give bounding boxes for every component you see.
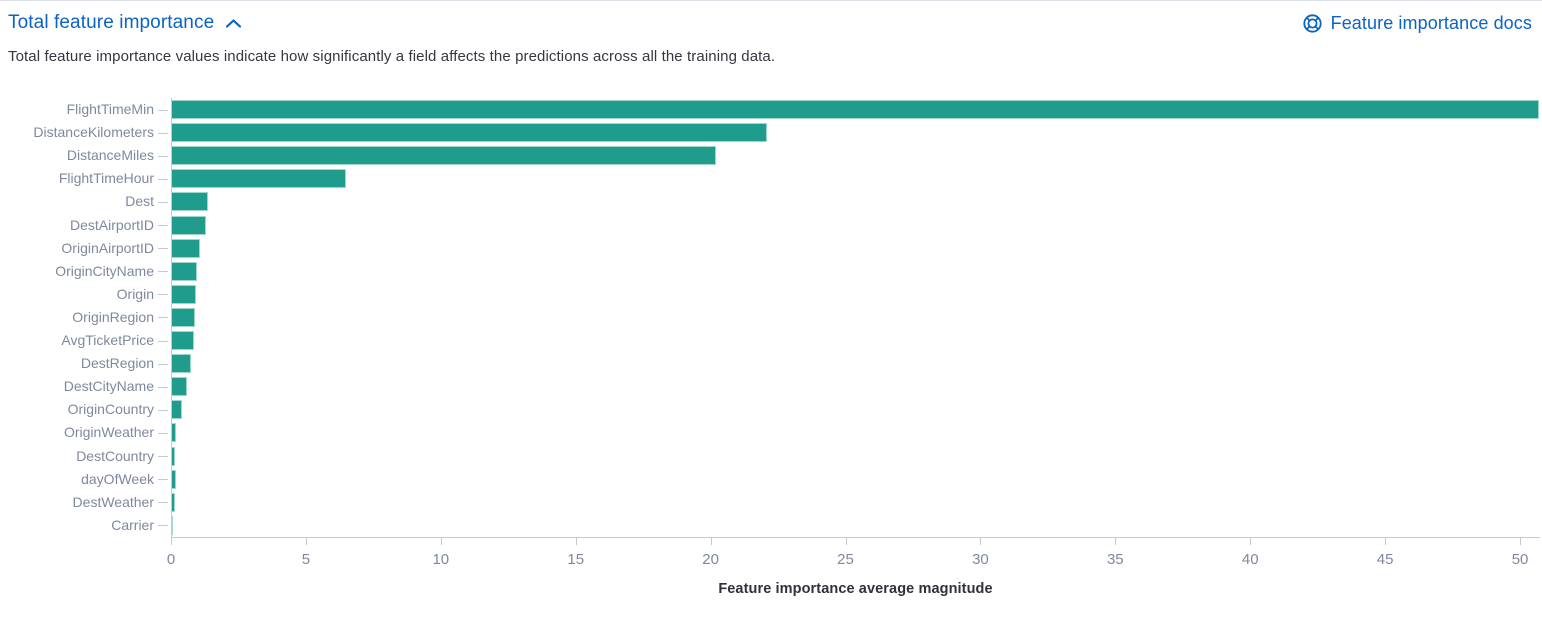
category-label: AvgTicketPrice	[61, 332, 154, 348]
x-axis-tick	[845, 537, 847, 545]
x-axis-tick-label: 0	[166, 551, 176, 568]
feature-importance-docs-link[interactable]: Feature importance docs	[1302, 13, 1532, 34]
x-axis-tick-label: 25	[837, 551, 854, 568]
bar	[171, 400, 183, 420]
x-axis-tick-label: 45	[1376, 551, 1394, 568]
x-axis-tick-label: 15	[567, 551, 585, 568]
category-label: Carrier	[111, 516, 154, 533]
category-label: DestAirportID	[69, 216, 154, 233]
category-label: FlightTimeHour	[58, 170, 154, 187]
y-axis-line	[171, 98, 172, 537]
x-axis-tick	[575, 537, 577, 545]
category-label: OriginCountry	[67, 401, 154, 418]
bar	[171, 238, 200, 258]
y-axis-tick	[158, 363, 168, 365]
category-label: OriginAirportID	[61, 239, 154, 256]
bar	[171, 215, 207, 235]
bar	[171, 100, 1539, 120]
bar	[171, 307, 195, 327]
docs-link-label: Feature importance docs	[1330, 12, 1532, 33]
bar	[171, 284, 197, 304]
y-axis-tick	[158, 456, 168, 458]
y-axis-tick	[158, 271, 168, 273]
y-axis-tick	[158, 225, 168, 227]
category-label: DestWeather	[72, 493, 154, 510]
category-label: dayOfWeek	[81, 470, 154, 487]
bar	[171, 123, 768, 143]
y-axis-tick	[158, 479, 168, 481]
x-axis-tick-label: 50	[1511, 551, 1529, 568]
category-label: OriginRegion	[72, 308, 154, 325]
x-axis-tick	[440, 537, 442, 545]
y-axis-tick	[158, 340, 168, 342]
bar	[171, 354, 191, 374]
section-description: Total feature importance values indicate…	[8, 48, 776, 65]
y-axis-tick	[158, 109, 168, 111]
y-axis-tick	[158, 502, 168, 504]
y-axis-tick	[158, 409, 168, 411]
x-axis-tick	[171, 537, 172, 545]
bar	[171, 146, 716, 166]
bar	[171, 377, 188, 397]
x-axis-tick	[1115, 537, 1117, 545]
x-axis-line	[171, 537, 1540, 538]
x-axis-tick	[1385, 537, 1387, 545]
y-axis-tick	[158, 178, 168, 180]
category-label: DestCountry	[76, 447, 154, 464]
category-label: DestRegion	[80, 355, 154, 372]
section-title: Total feature importance	[8, 12, 215, 33]
y-axis-tick	[158, 132, 168, 134]
x-axis-tick-label: 40	[1241, 551, 1259, 568]
bar	[171, 261, 197, 281]
y-axis-tick	[158, 201, 168, 203]
category-label: OriginWeather	[63, 424, 154, 441]
y-axis-tick	[158, 432, 168, 434]
x-axis-tick	[1250, 537, 1252, 545]
x-axis-tick	[710, 537, 712, 545]
category-label: Origin	[116, 285, 154, 302]
chevron-up-icon	[225, 18, 242, 29]
y-axis-tick	[158, 317, 168, 319]
category-label: FlightTimeMin	[66, 101, 154, 117]
x-axis-tick-label: 5	[301, 551, 311, 568]
feature-importance-chart: FlightTimeMin DistanceKilometers DistanceM…	[8, 89, 1542, 612]
bar	[171, 192, 208, 212]
x-axis-tick	[305, 537, 307, 545]
x-axis-tick	[980, 537, 982, 545]
category-label: DistanceKilometers	[33, 124, 154, 141]
category-label: DistanceMiles	[66, 147, 154, 164]
total-feature-importance-toggle[interactable]: Total feature importance	[8, 12, 242, 34]
x-axis-tick	[1520, 537, 1522, 545]
x-axis-title: Feature importance average magnitude	[718, 581, 993, 597]
panel-header: Total feature importance Feature importa…	[8, 12, 1534, 34]
category-label: Dest	[125, 193, 154, 210]
y-axis-tick	[158, 386, 168, 388]
bar	[171, 169, 347, 189]
category-label: OriginCityName	[55, 262, 154, 279]
y-axis-tick	[158, 155, 168, 157]
x-axis-tick-label: 10	[432, 551, 450, 568]
y-axis-tick	[158, 294, 168, 296]
bar	[171, 331, 194, 351]
y-axis-tick	[158, 248, 168, 250]
x-axis-tick-label: 30	[972, 551, 989, 568]
y-axis-tick	[158, 525, 168, 527]
x-axis-tick-label: 35	[1106, 551, 1124, 568]
x-axis-tick-label: 20	[702, 551, 719, 568]
help-ring-icon	[1302, 13, 1323, 34]
category-label: DestCityName	[63, 378, 154, 395]
